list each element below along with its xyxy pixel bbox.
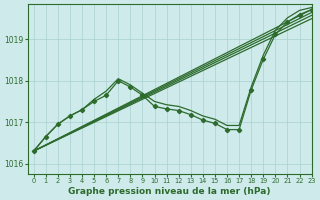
X-axis label: Graphe pression niveau de la mer (hPa): Graphe pression niveau de la mer (hPa) (68, 187, 271, 196)
